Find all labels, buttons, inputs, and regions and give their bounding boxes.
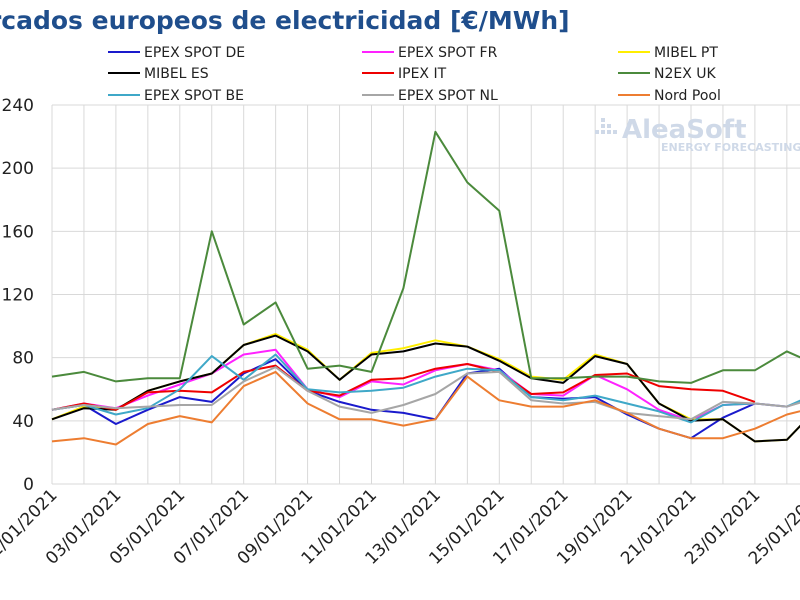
logo-dot-6 — [595, 130, 599, 134]
y-tick-label-5: 200 — [2, 159, 34, 179]
series-line-mibel-es — [51, 334, 800, 443]
series-layer — [51, 130, 800, 446]
legend-label-7: EPEX SPOT NL — [398, 88, 498, 104]
logo-dot-1 — [601, 124, 605, 128]
legend-label-6: EPEX SPOT BE — [144, 88, 244, 104]
y-tick-label-2: 80 — [12, 349, 34, 369]
y-tick-label-1: 40 — [12, 412, 34, 432]
y-tick-label-0: 0 — [23, 475, 34, 495]
logo-dot-4 — [607, 130, 611, 134]
logo-dot-0 — [601, 118, 605, 122]
legend-label-3: MIBEL ES — [144, 66, 209, 82]
legend-label-5: N2EX UK — [654, 66, 717, 82]
legend-label-0: EPEX SPOT DE — [144, 45, 245, 61]
legend-label-8: Nord Pool — [654, 88, 721, 104]
logo-dot-5 — [613, 130, 617, 134]
logo-main-text: AleaSoft — [622, 115, 747, 145]
y-tick-label-3: 120 — [2, 286, 34, 306]
series-line-nord-pool — [51, 370, 800, 446]
logo-sub-text: ENERGY FORECASTING — [661, 141, 800, 154]
logo-dot-2 — [601, 130, 605, 134]
x-axis: 01/01/202103/01/202105/01/202107/01/2021… — [0, 485, 800, 568]
legend-label-1: EPEX SPOT FR — [398, 45, 498, 61]
legend-label-4: IPEX IT — [398, 66, 447, 82]
y-axis: 0 40 80 120 160 200 240 — [2, 96, 34, 495]
legend-label-2: MIBEL PT — [654, 45, 718, 61]
series-line-mibel-pt — [51, 333, 800, 443]
y-tick-label-4: 160 — [2, 222, 34, 242]
grid — [51, 104, 800, 485]
logo-dots-icon — [595, 118, 617, 134]
series-line-epex-spot-be — [51, 353, 800, 424]
legend: EPEX SPOT DE EPEX SPOT FR MIBEL PT MIBEL ES… — [108, 45, 721, 104]
chart-title: ercados europeos de electricidad [€/MWh] — [0, 6, 570, 35]
y-tick-label-6: 240 — [2, 96, 34, 116]
series-line-epex-spot-nl — [51, 366, 800, 421]
series-line-n2ex-uk — [51, 130, 800, 384]
aleasoft-logo: AleaSoft ENERGY FORECASTING — [595, 115, 800, 154]
logo-dot-3 — [607, 124, 611, 128]
